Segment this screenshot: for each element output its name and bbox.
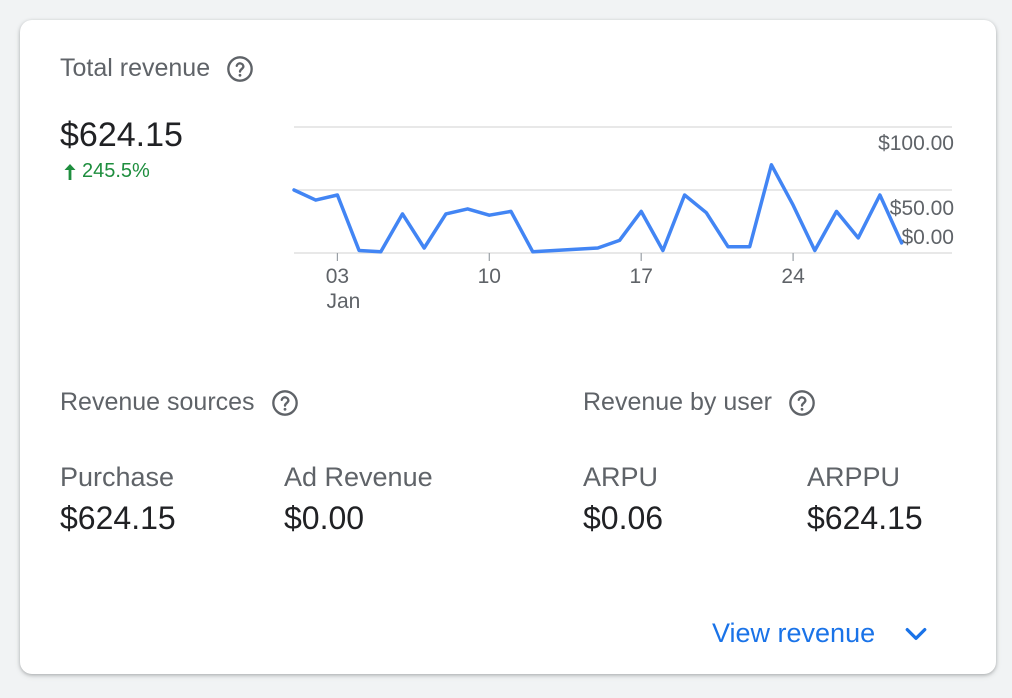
arpu-value: $0.06 xyxy=(583,500,664,536)
arppu-label: ARPPU xyxy=(807,462,901,492)
help-circle-icon[interactable] xyxy=(788,389,816,417)
chart-x-tick-label: 03 xyxy=(326,265,349,288)
total-revenue-title: Total revenue xyxy=(60,54,254,83)
chart-x-tick-label: 17 xyxy=(630,265,653,288)
chart-y-axis: $100.00 $50.00 $0.00 xyxy=(878,132,954,249)
chart-x-axis: 03 10 17 24 Jan xyxy=(326,253,805,313)
chart-series-line xyxy=(292,163,904,254)
purchase-label: Purchase xyxy=(60,462,175,492)
chevron-down-icon[interactable] xyxy=(901,619,931,649)
chart-x-tick-label: 24 xyxy=(781,265,805,288)
chart-grid xyxy=(294,126,952,254)
chart-x-tick-label: 10 xyxy=(478,265,501,288)
chart-y-tick-label: $100.00 xyxy=(878,132,954,155)
view-revenue-label[interactable]: View revenue xyxy=(712,618,876,648)
arrow-up-icon xyxy=(64,163,76,180)
chart-x-month-label: Jan xyxy=(326,290,360,313)
help-circle-icon[interactable] xyxy=(271,389,299,417)
arpu-label: ARPU xyxy=(583,462,659,492)
revenue-card: Total revenue $624.15 245.5% $100.00 $50.… xyxy=(20,20,996,674)
total-revenue-value: $624.15 xyxy=(60,116,183,154)
revenue-change-value: 245.5% xyxy=(82,160,150,182)
revenue-change: 245.5% xyxy=(62,160,150,183)
revenue-sources-title-text: Revenue sources xyxy=(60,388,255,416)
revenue-sources-title: Revenue sources xyxy=(60,388,299,417)
arppu-value: $624.15 xyxy=(807,500,923,536)
purchase-value: $624.15 xyxy=(60,500,176,536)
chart-series xyxy=(292,163,904,254)
total-revenue-title-text: Total revenue xyxy=(60,54,211,82)
revenue-by-user-title-text: Revenue by user xyxy=(583,388,773,416)
help-circle-icon[interactable] xyxy=(226,55,254,83)
revenue-line-chart: $100.00 $50.00 $0.00 03 10 17 24 Jan xyxy=(292,126,954,313)
view-revenue-link[interactable]: View revenue xyxy=(712,618,931,649)
ad-revenue-label: Ad Revenue xyxy=(284,462,433,492)
chart-y-tick-label: $50.00 xyxy=(890,197,954,220)
ad-revenue-value: $0.00 xyxy=(284,500,365,536)
revenue-by-user-title: Revenue by user xyxy=(583,388,816,417)
chart-y-tick-label: $0.00 xyxy=(901,226,954,249)
